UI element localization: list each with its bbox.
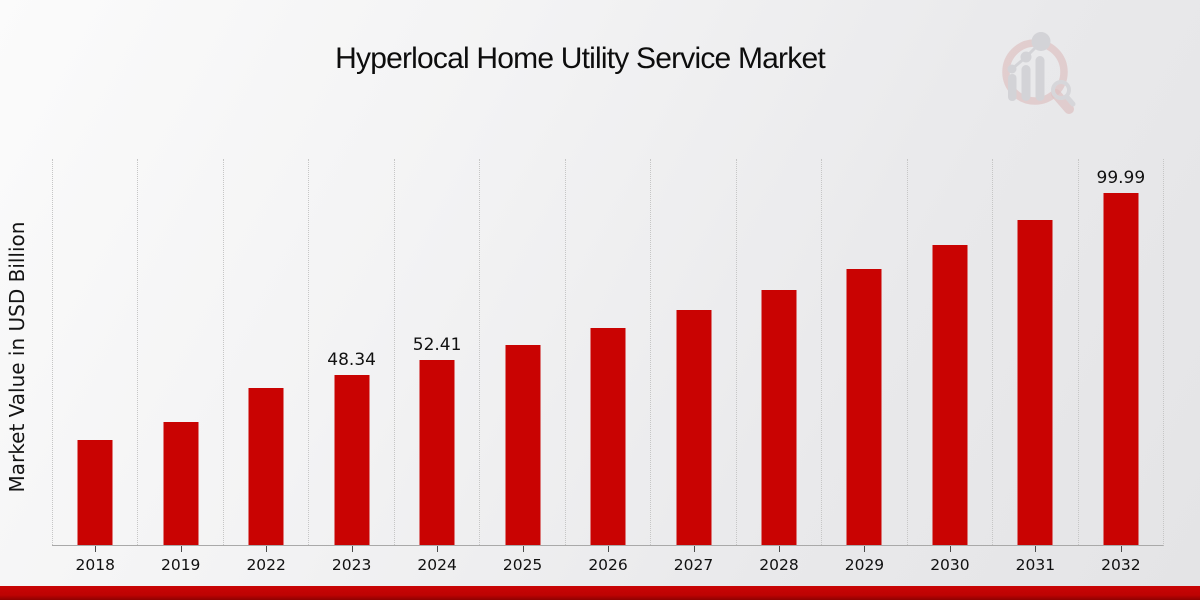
x-axis-tick [1035, 546, 1037, 552]
category-column-2018: 2018 [52, 159, 137, 574]
category-column-2025: 2025 [479, 159, 564, 574]
x-tick-label-2029: 2029 [844, 556, 885, 574]
bar-2023 [334, 374, 370, 545]
x-axis-tick [864, 546, 866, 552]
category-column-2032: 99.99 2032 [1077, 159, 1163, 574]
x-axis-tick [95, 546, 97, 552]
x-tick-label-2023: 2023 [331, 556, 372, 574]
category-column-2027: 2027 [650, 159, 735, 574]
x-axis-tick [949, 546, 951, 552]
x-tick-label-2026: 2026 [588, 556, 628, 574]
x-tick-label-2032: 2032 [1101, 556, 1141, 574]
bar-2031 [1017, 220, 1053, 545]
bar-2026 [590, 328, 626, 545]
chart-title: Hyperlocal Home Utility Service Market [335, 42, 826, 75]
bar-2030 [932, 245, 968, 545]
x-tick-label-2022: 2022 [246, 556, 286, 574]
category-column-2030: 2030 [906, 159, 992, 574]
bar-2018 [77, 440, 113, 545]
bar-2032 [1103, 192, 1139, 545]
bar-value-label-2023: 48.34 [327, 349, 376, 370]
bar-2025 [505, 344, 541, 545]
bar-2022 [248, 387, 284, 545]
x-tick-label-2028: 2028 [759, 556, 799, 574]
x-axis-tick [608, 546, 610, 552]
category-column-2022: 2022 [222, 159, 308, 574]
x-axis-tick [180, 546, 182, 552]
bar-value-label-2032: 99.99 [1096, 167, 1146, 188]
bar-2019 [163, 422, 199, 545]
x-axis-tick [266, 546, 268, 552]
x-axis-tick [351, 546, 353, 552]
category-column-2023: 48.34 2023 [308, 159, 393, 574]
x-axis-tick [437, 546, 439, 552]
x-tick-label-2027: 2027 [673, 556, 714, 574]
x-tick-label-2019: 2019 [160, 556, 201, 574]
x-axis-tick [778, 546, 780, 552]
bar-value-label-2024: 52.41 [412, 335, 462, 356]
x-tick-label-2031: 2031 [1015, 556, 1056, 574]
category-column-2026: 2026 [564, 159, 650, 574]
y-axis-label: Market Value in USD Billion [5, 221, 29, 493]
bar-2029 [846, 268, 882, 545]
x-axis-tick [522, 546, 524, 552]
x-tick-label-2024: 2024 [417, 556, 457, 574]
plot-area: 2018 2019 2022 48.34 2023 52.41 2024 2025 2026 20… [52, 159, 1164, 574]
category-column-2031: 2031 [992, 159, 1077, 574]
bar-2027 [676, 309, 712, 545]
bottom-red-band [0, 586, 1200, 600]
x-axis-tick [1120, 546, 1122, 552]
category-column-2028: 2028 [735, 159, 821, 574]
x-tick-label-2018: 2018 [75, 556, 115, 574]
category-column-2019: 2019 [137, 159, 222, 574]
bar-2024 [419, 360, 455, 545]
x-axis-tick [693, 546, 695, 552]
category-column-2024: 52.41 2024 [393, 159, 479, 574]
bar-2028 [761, 290, 797, 545]
category-column-2029: 2029 [821, 159, 906, 574]
x-tick-label-2025: 2025 [502, 556, 543, 574]
x-tick-label-2030: 2030 [930, 556, 970, 574]
bar-chart-magnifier-logo-icon [988, 24, 1088, 119]
